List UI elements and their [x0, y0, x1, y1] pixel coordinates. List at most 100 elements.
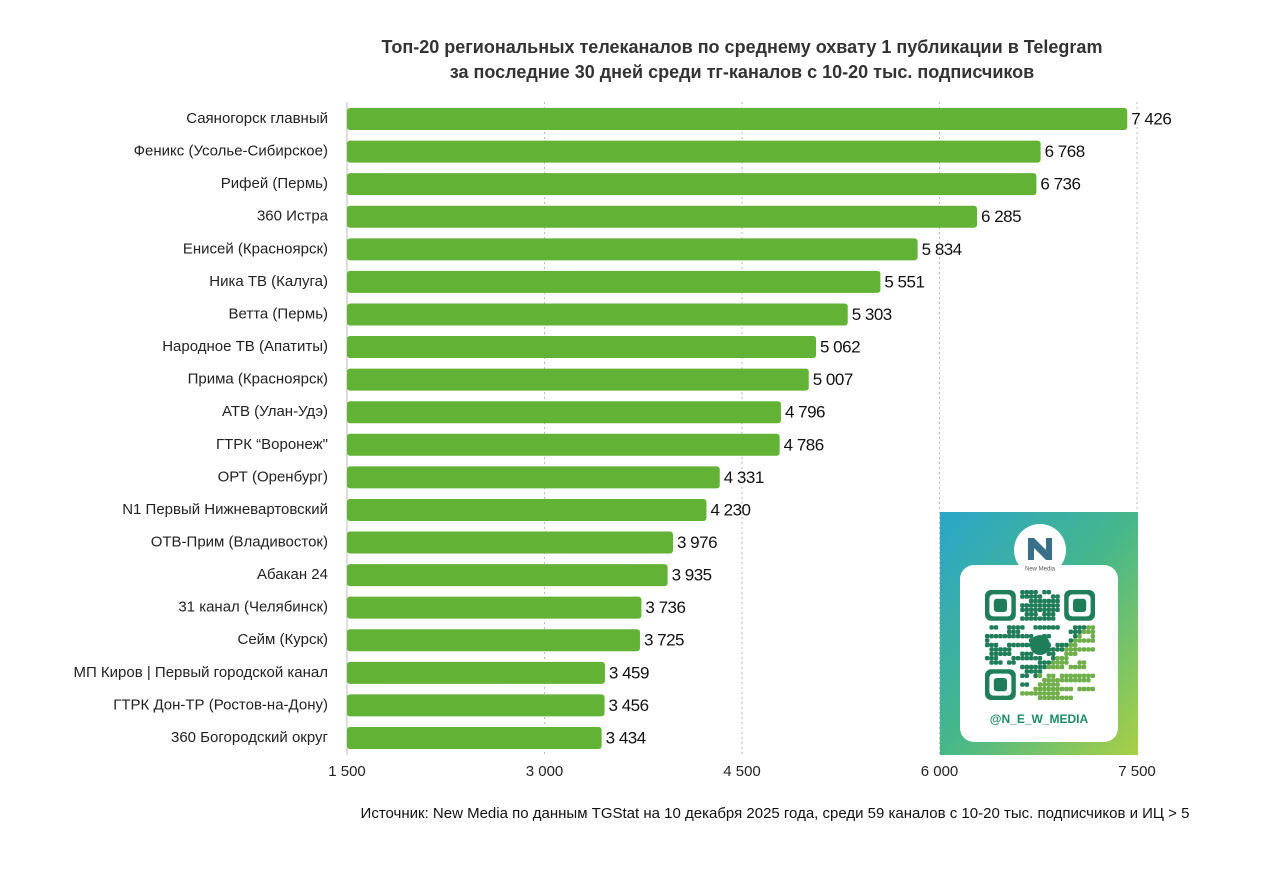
qr-module	[1081, 673, 1087, 678]
y-tick-label: Народное ТВ (Апатиты)	[162, 338, 328, 355]
qr-module	[1007, 642, 1012, 648]
qr-module	[1055, 647, 1060, 652]
qr-module	[1037, 695, 1043, 700]
qr-module	[1024, 642, 1029, 648]
qr-module	[1020, 656, 1025, 661]
qr-module	[1029, 598, 1034, 604]
qr-module	[1024, 656, 1029, 661]
qr-module	[1086, 625, 1091, 630]
qr-module	[1081, 629, 1087, 634]
qr-module	[1055, 642, 1060, 648]
qr-module	[1046, 603, 1051, 608]
qr-module	[1051, 647, 1056, 652]
qr-module	[1073, 634, 1078, 639]
qr-module	[1046, 673, 1051, 678]
qr-module	[1046, 607, 1051, 612]
qr-module	[989, 656, 994, 661]
qr-module	[1081, 625, 1087, 630]
qr-module	[1077, 673, 1082, 678]
y-tick-label: 360 Богородский округ	[171, 729, 329, 746]
qr-module	[1068, 651, 1073, 656]
bar	[347, 140, 1041, 163]
value-label: 5 062	[820, 338, 860, 357]
qr-module	[1033, 664, 1038, 670]
value-label: 5 007	[813, 370, 853, 389]
qr-module	[1020, 673, 1025, 678]
bar	[347, 466, 720, 489]
qr-module	[1029, 691, 1034, 696]
qr-module	[1046, 590, 1051, 595]
y-tick-label: Ника ТВ (Калуга)	[209, 273, 328, 290]
qr-module	[1033, 590, 1038, 595]
qr-module	[993, 625, 999, 630]
qr-module	[1090, 686, 1095, 692]
qr-module	[998, 634, 1003, 639]
qr-module	[1033, 656, 1038, 661]
qr-module	[989, 625, 994, 630]
qr-module	[1029, 594, 1034, 599]
value-label: 3 459	[609, 663, 649, 682]
qr-module	[1055, 660, 1060, 665]
qr-module	[1033, 686, 1038, 692]
qr-module	[1090, 647, 1095, 652]
qr-module	[1007, 647, 1012, 652]
qr-module	[998, 660, 1003, 665]
value-label: 5 551	[884, 272, 924, 291]
bar	[347, 108, 1128, 130]
qr-module	[1020, 691, 1025, 696]
qr-module	[1029, 669, 1034, 674]
qr-module	[1046, 660, 1051, 665]
qr-module	[1002, 651, 1007, 656]
bar	[347, 368, 809, 391]
qr-module	[1051, 656, 1056, 661]
qr-module	[1042, 686, 1047, 692]
value-label: 4 331	[724, 468, 764, 487]
qr-module	[1033, 669, 1038, 674]
qr-module	[1033, 673, 1038, 678]
qr-module	[1086, 647, 1091, 652]
qr-module	[1068, 686, 1073, 692]
qr-module	[1042, 603, 1047, 608]
qr-module	[1020, 594, 1025, 599]
x-tick-label: 1 500	[328, 763, 366, 780]
y-tick-label: Абакан 24	[257, 566, 328, 583]
qr-module	[1024, 669, 1029, 674]
qr-module	[1073, 664, 1078, 670]
value-label: 4 796	[785, 403, 825, 422]
qr-module	[1046, 616, 1051, 621]
qr-module	[1024, 691, 1029, 696]
qr-module	[993, 634, 999, 639]
qr-module	[1055, 682, 1060, 687]
qr-module	[1051, 603, 1056, 608]
y-tick-label: 360 Истра	[257, 208, 329, 225]
qr-module	[1042, 625, 1047, 630]
qr-module	[1051, 691, 1056, 696]
qr-module	[1077, 660, 1082, 665]
qr-module	[1059, 678, 1065, 683]
qr-module	[1024, 682, 1029, 687]
value-label: 4 786	[784, 435, 824, 454]
qr-module	[1055, 686, 1060, 692]
qr-module	[1051, 686, 1056, 692]
qr-finder	[993, 598, 1007, 612]
qr-module	[1037, 607, 1043, 612]
qr-module	[1007, 625, 1012, 630]
qr-module	[1086, 673, 1091, 678]
qr-module	[1033, 594, 1038, 599]
qr-module	[1059, 673, 1065, 678]
qr-module	[1051, 607, 1056, 612]
qr-module	[1037, 594, 1043, 599]
qr-module	[1024, 673, 1029, 678]
source-note: Источник: New Media по данным TGStat на …	[361, 805, 1190, 822]
qr-module	[1042, 691, 1047, 696]
qr-module	[1024, 590, 1029, 595]
qr-module	[985, 638, 990, 643]
qr-module	[1011, 642, 1016, 648]
qr-module	[1055, 603, 1060, 608]
qr-logo-text: New Media	[1025, 567, 1056, 573]
qr-module	[1051, 660, 1056, 665]
qr-module	[993, 660, 999, 665]
qr-module	[993, 642, 999, 648]
qr-module	[993, 647, 999, 652]
